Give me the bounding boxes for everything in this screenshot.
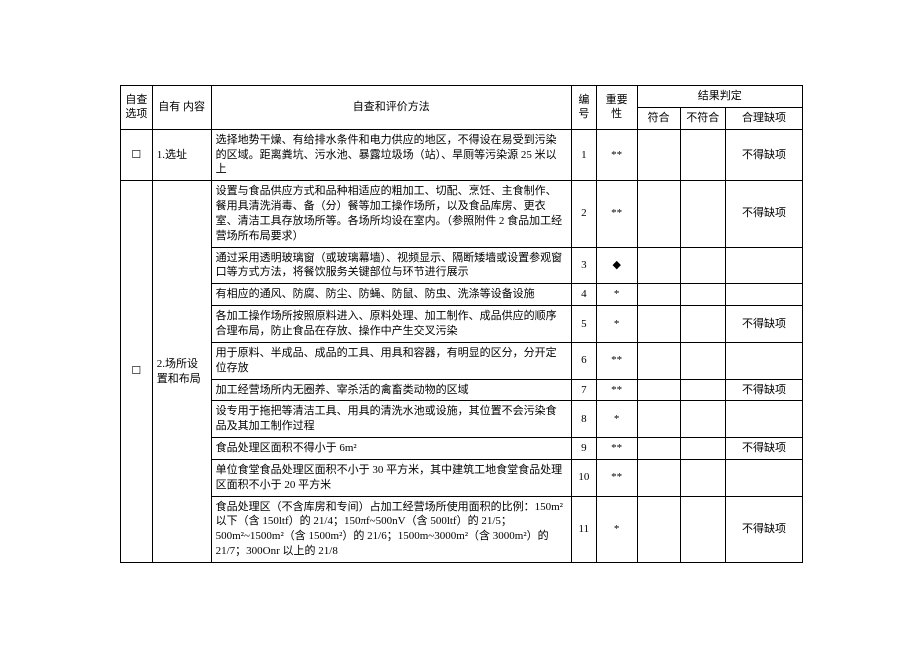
conform-4 — [637, 284, 680, 306]
importance-4: * — [596, 284, 637, 306]
importance-11: * — [596, 496, 637, 562]
inspection-table: 自查 选项 自有 内容 自查和评价方法 编号 重要性 结果判定 符合 不符合 合… — [120, 85, 803, 563]
importance-6: ** — [596, 342, 637, 379]
no-3: 3 — [571, 247, 596, 284]
reasonable-10 — [725, 459, 802, 496]
reasonable-6 — [725, 342, 802, 379]
reasonable-4 — [725, 284, 802, 306]
reasonable-2: 不得缺项 — [725, 181, 802, 247]
nonconform-9 — [680, 438, 725, 460]
header-row-1: 自查 选项 自有 内容 自查和评价方法 编号 重要性 结果判定 — [121, 86, 803, 108]
reasonable-9: 不得缺项 — [725, 438, 802, 460]
row-1: ☐ 1.选址 选择地势干燥、有给排水条件和电力供应的地区，不得设在易受到污染的区… — [121, 129, 803, 181]
no-8: 8 — [571, 401, 596, 438]
row-9: 食品处理区面积不得小于 6m² 9 ** 不得缺项 — [121, 438, 803, 460]
no-1: 1 — [571, 129, 596, 181]
no-10: 10 — [571, 459, 596, 496]
method-11: 食品处理区（不含库房和专间）占加工经营场所使用面积的比例：150m²以下（含 1… — [211, 496, 571, 562]
nonconform-11 — [680, 496, 725, 562]
importance-8: * — [596, 401, 637, 438]
no-6: 6 — [571, 342, 596, 379]
no-2: 2 — [571, 181, 596, 247]
no-4: 4 — [571, 284, 596, 306]
row-7: 加工经营场所内无圈养、宰杀活的禽畜类动物的区域 7 ** 不得缺项 — [121, 379, 803, 401]
importance-3: ◆ — [596, 247, 637, 284]
reasonable-5: 不得缺项 — [725, 306, 802, 343]
method-1: 选择地势干燥、有给排水条件和电力供应的地区，不得设在易受到污染的区域。距离粪坑、… — [211, 129, 571, 181]
row-11: 食品处理区（不含库房和专间）占加工经营场所使用面积的比例：150m²以下（含 1… — [121, 496, 803, 562]
conform-11 — [637, 496, 680, 562]
method-9: 食品处理区面积不得小于 6m² — [211, 438, 571, 460]
checkbox-1[interactable]: ☐ — [121, 129, 153, 181]
method-8: 设专用于拖把等清洁工具、用具的清洗水池或设施，其位置不会污染食品及其加工制作过程 — [211, 401, 571, 438]
header-number: 编号 — [571, 86, 596, 130]
method-2: 设置与食品供应方式和品种相适应的粗加工、切配、烹饪、主食制作、餐用具清洗消毒、备… — [211, 181, 571, 247]
reasonable-3 — [725, 247, 802, 284]
nonconform-8 — [680, 401, 725, 438]
checkbox-2[interactable]: ☐ — [121, 181, 153, 563]
importance-2: ** — [596, 181, 637, 247]
method-6: 用于原料、半成品、成品的工具、用具和容器，有明显的区分，分开定位存放 — [211, 342, 571, 379]
header-content: 自有 内容 — [152, 86, 211, 130]
header-check: 自查 选项 — [121, 86, 153, 130]
reasonable-11: 不得缺项 — [725, 496, 802, 562]
importance-5: * — [596, 306, 637, 343]
header-result-group: 结果判定 — [637, 86, 802, 108]
row-8: 设专用于拖把等清洁工具、用具的清洗水池或设施，其位置不会污染食品及其加工制作过程… — [121, 401, 803, 438]
row-10: 单位食堂食品处理区面积不小于 30 平方米，其中建筑工地食堂食品处理区面积不小于… — [121, 459, 803, 496]
nonconform-1 — [680, 129, 725, 181]
header-conform: 符合 — [637, 107, 680, 129]
method-5: 各加工操作场所按照原料进入、原料处理、加工制作、成品供应的顺序合理布局，防止食品… — [211, 306, 571, 343]
header-nonconform: 不符合 — [680, 107, 725, 129]
nonconform-2 — [680, 181, 725, 247]
header-reasonable: 合理缺项 — [725, 107, 802, 129]
nonconform-7 — [680, 379, 725, 401]
header-method: 自查和评价方法 — [211, 86, 571, 130]
conform-5 — [637, 306, 680, 343]
reasonable-7: 不得缺项 — [725, 379, 802, 401]
conform-3 — [637, 247, 680, 284]
row-4: 有相应的通风、防腐、防尘、防蝇、防鼠、防虫、洗涤等设备设施 4 * — [121, 284, 803, 306]
row-3: 通过采用透明玻璃窗（或玻璃幕墙）、视频显示、隔断矮墙或设置参观窗口等方式方法，将… — [121, 247, 803, 284]
conform-10 — [637, 459, 680, 496]
method-7: 加工经营场所内无圈养、宰杀活的禽畜类动物的区域 — [211, 379, 571, 401]
conform-6 — [637, 342, 680, 379]
no-5: 5 — [571, 306, 596, 343]
nonconform-5 — [680, 306, 725, 343]
section1-title: 1.选址 — [152, 129, 211, 181]
section2-title: 2.场所设置和布局 — [152, 181, 211, 563]
importance-9: ** — [596, 438, 637, 460]
method-3: 通过采用透明玻璃窗（或玻璃幕墙）、视频显示、隔断矮墙或设置参观窗口等方式方法，将… — [211, 247, 571, 284]
row-2: ☐ 2.场所设置和布局 设置与食品供应方式和品种相适应的粗加工、切配、烹饪、主食… — [121, 181, 803, 247]
conform-8 — [637, 401, 680, 438]
nonconform-3 — [680, 247, 725, 284]
importance-7: ** — [596, 379, 637, 401]
method-4: 有相应的通风、防腐、防尘、防蝇、防鼠、防虫、洗涤等设备设施 — [211, 284, 571, 306]
method-10: 单位食堂食品处理区面积不小于 30 平方米，其中建筑工地食堂食品处理区面积不小于… — [211, 459, 571, 496]
reasonable-1: 不得缺项 — [725, 129, 802, 181]
importance-1: ** — [596, 129, 637, 181]
nonconform-6 — [680, 342, 725, 379]
row-5: 各加工操作场所按照原料进入、原料处理、加工制作、成品供应的顺序合理布局，防止食品… — [121, 306, 803, 343]
conform-9 — [637, 438, 680, 460]
row-6: 用于原料、半成品、成品的工具、用具和容器，有明显的区分，分开定位存放 6 ** — [121, 342, 803, 379]
conform-7 — [637, 379, 680, 401]
nonconform-10 — [680, 459, 725, 496]
conform-2 — [637, 181, 680, 247]
reasonable-8 — [725, 401, 802, 438]
conform-1 — [637, 129, 680, 181]
no-7: 7 — [571, 379, 596, 401]
nonconform-4 — [680, 284, 725, 306]
no-9: 9 — [571, 438, 596, 460]
header-importance: 重要性 — [596, 86, 637, 130]
importance-10: ** — [596, 459, 637, 496]
no-11: 11 — [571, 496, 596, 562]
